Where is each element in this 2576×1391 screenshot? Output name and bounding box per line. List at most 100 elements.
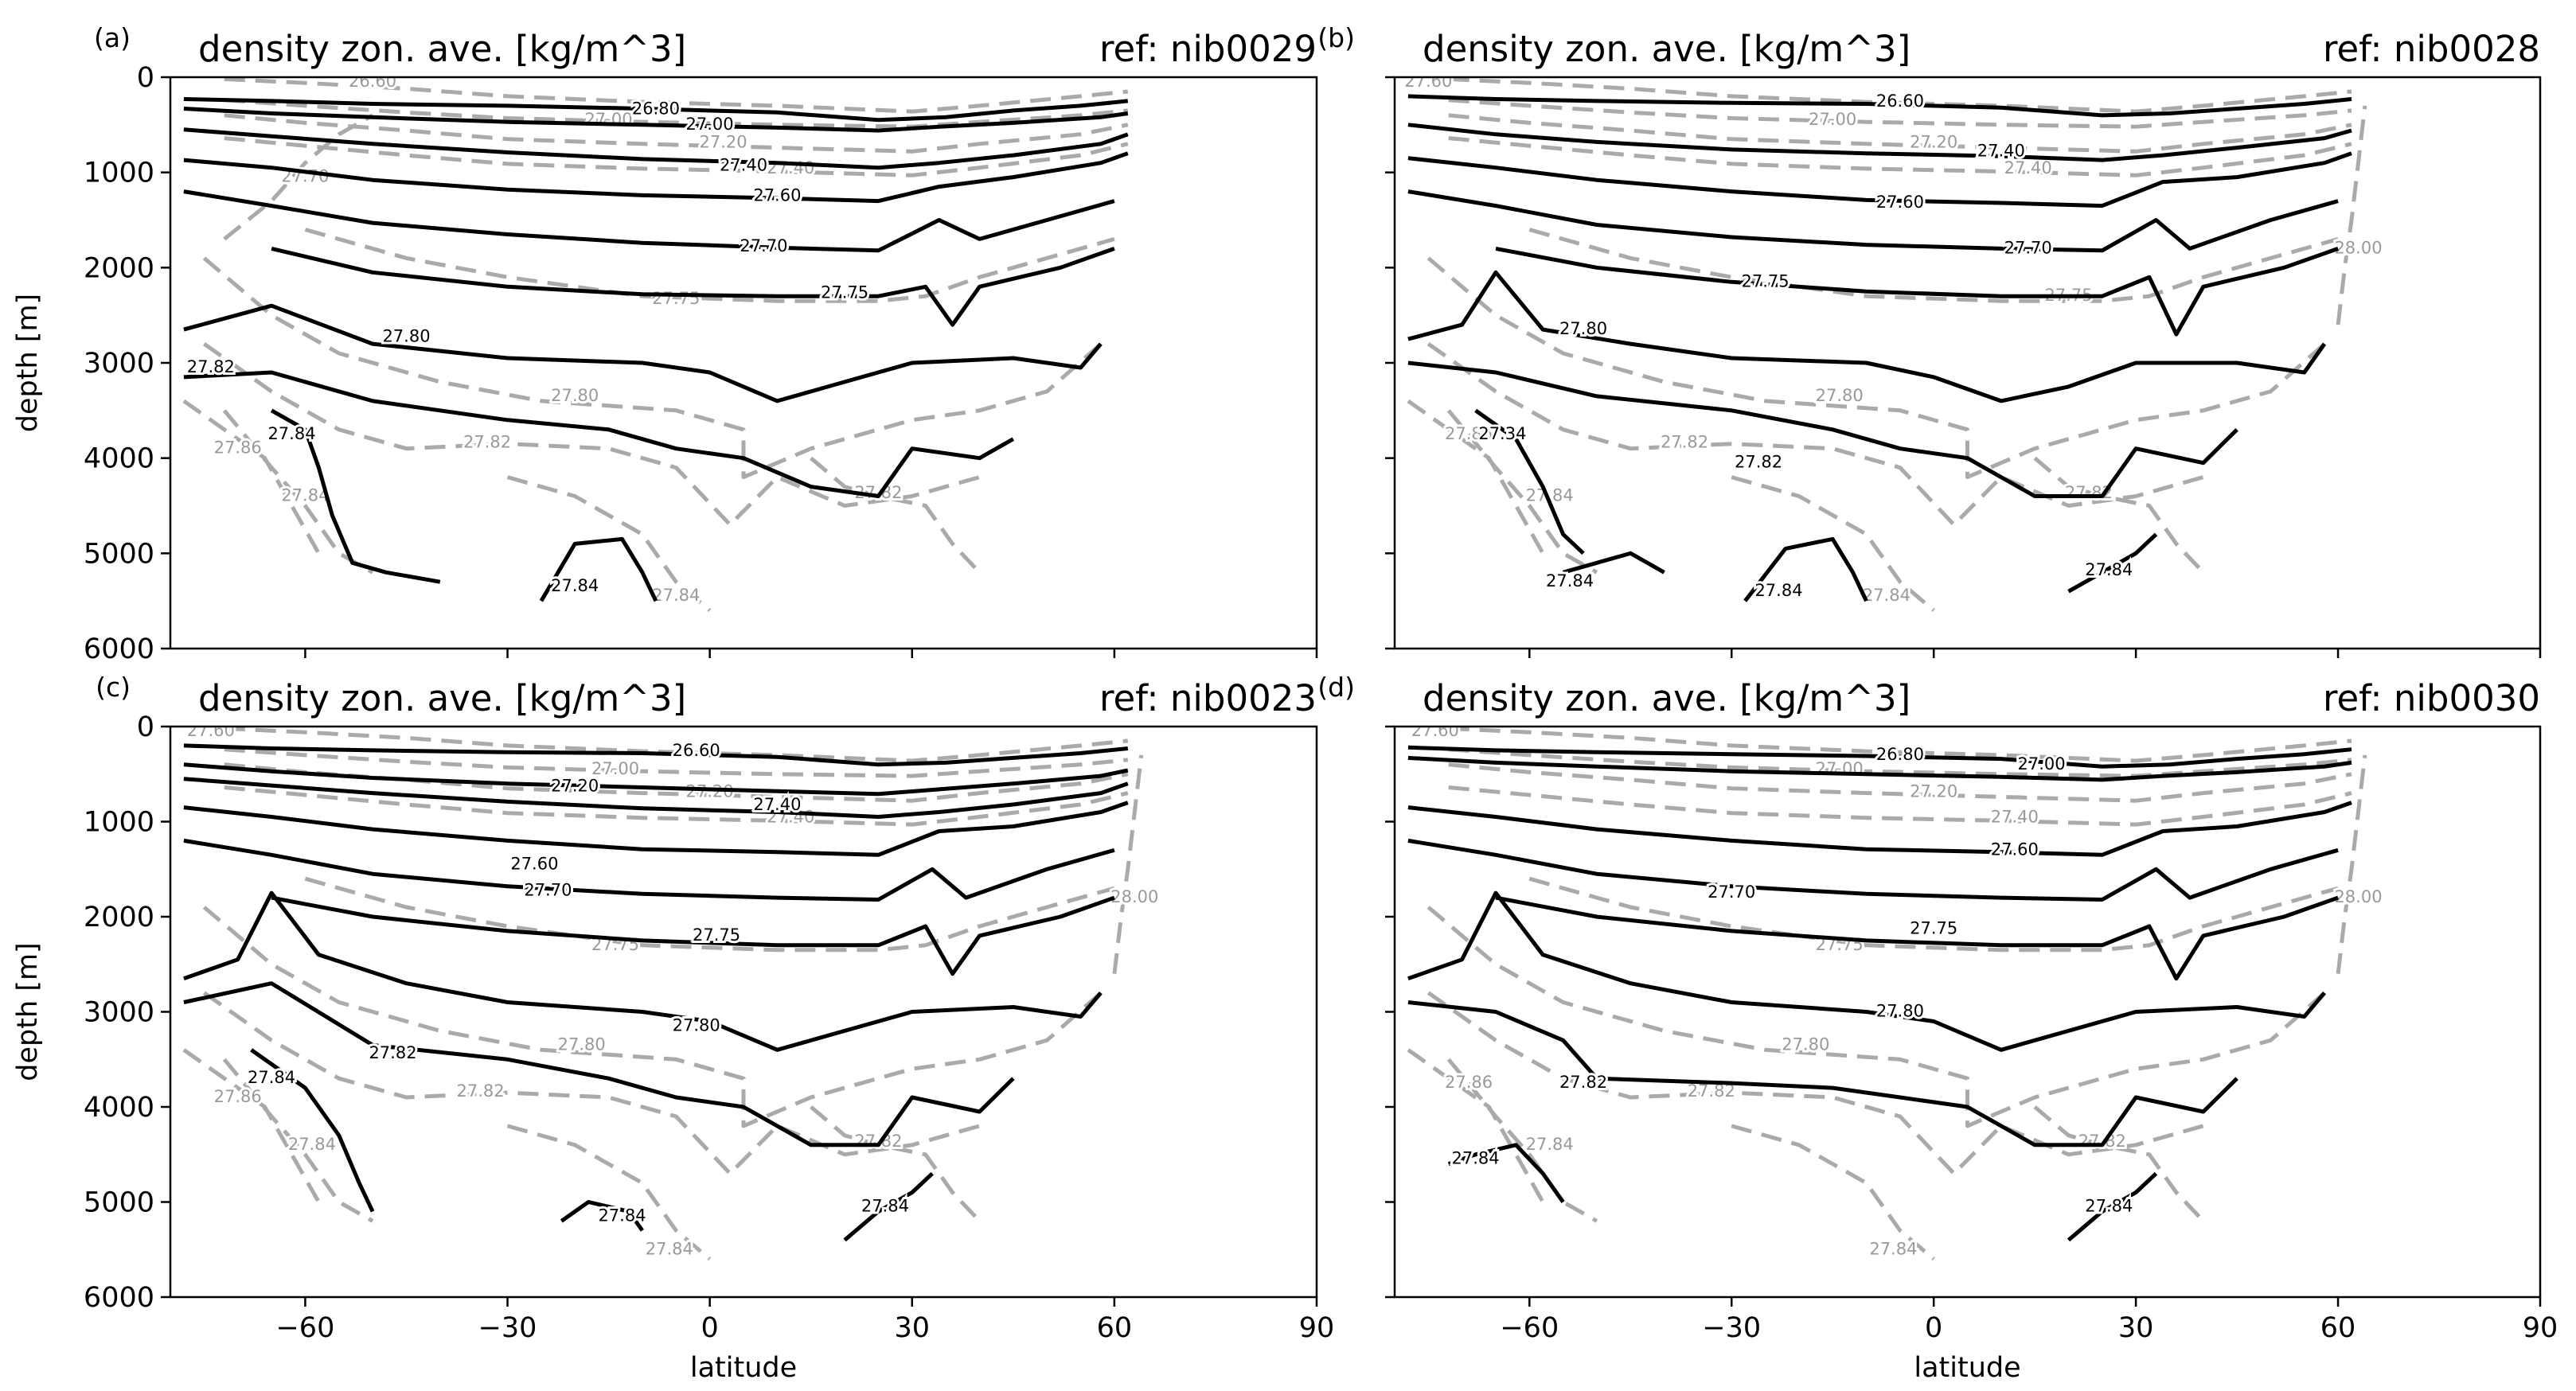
black-contour-label: 27.60 xyxy=(1876,193,1924,212)
gray-contour-10 xyxy=(1731,1124,1935,1261)
gray-contour-label: 27.20 xyxy=(700,133,747,152)
panel-label: (a) xyxy=(94,22,131,53)
black-contour-3 xyxy=(183,127,1129,170)
gray-contour-4 xyxy=(1448,136,2352,177)
x-tick-label: 90 xyxy=(2523,1312,2558,1344)
panel-4: 27.60 27.00 27.20 27.40 27.75 27.80 27.82 27.82… xyxy=(1317,672,2558,1384)
black-contour-9 xyxy=(270,408,441,584)
gray-contour-6 xyxy=(202,906,1103,1128)
gray-contour-label: 27.40 xyxy=(1991,808,2039,827)
panel-title: density zon. ave. [kg/m^3] xyxy=(1423,677,1911,719)
black-contour-2 xyxy=(183,762,1129,797)
black-contour-5 xyxy=(1495,895,2339,981)
black-contour-label: 26.60 xyxy=(1876,92,1924,111)
gray-contour-4 xyxy=(224,785,1129,827)
x-tick-label: 60 xyxy=(2320,1312,2356,1344)
x-tick-label: 0 xyxy=(1925,1312,1942,1344)
black-contour-3 xyxy=(1407,801,2352,857)
gray-contour-12 xyxy=(2336,754,2367,974)
black-contour-8 xyxy=(183,370,1015,498)
black-contour-label: 26.80 xyxy=(632,99,680,119)
black-contour-6 xyxy=(1407,890,2327,1052)
black-contour-label: 27.84 xyxy=(1452,1149,1500,1168)
gray-contour-7 xyxy=(202,256,1103,480)
gray-contour-label: 27.84 xyxy=(1863,586,1911,605)
gray-contour-11 xyxy=(1407,399,1545,555)
black-contour-11 xyxy=(2067,532,2158,594)
gray-contour-6 xyxy=(1427,256,2326,480)
plot-area: 27.60 27.00 27.20 27.40 27.75 27.80 27.82 27.82… xyxy=(1407,721,2385,1261)
gray-contour-9 xyxy=(222,1058,374,1223)
black-contour-2 xyxy=(1407,123,2352,162)
y-axis-label: depth [m] xyxy=(12,942,44,1081)
gray-contour-6 xyxy=(1427,906,2326,1128)
gray-contour-2 xyxy=(224,747,1129,778)
gray-contour-label: 27.80 xyxy=(551,386,599,405)
gray-contour-11 xyxy=(182,1048,321,1203)
y-axis-label: depth [m] xyxy=(12,294,44,432)
y-tick-label: 0 xyxy=(137,62,154,94)
y-tick-label: 2000 xyxy=(84,902,154,933)
panel-reference: ref: nib0030 xyxy=(2323,677,2540,719)
gray-contour-label: 27.80 xyxy=(558,1034,606,1054)
black-contour-label: 27.00 xyxy=(686,115,734,134)
black-contour-label: 27.80 xyxy=(382,327,430,346)
black-contour-7 xyxy=(183,890,1103,1052)
black-contour-label: 27.84 xyxy=(598,1206,646,1225)
gray-contour-label: 27.00 xyxy=(1809,110,1856,129)
gray-contour-2 xyxy=(1448,98,2352,129)
black-contour-5 xyxy=(183,189,1115,253)
black-contour-2 xyxy=(183,107,1129,133)
panel-1: 26.6027.0027.2027.4027.7027.7527.8027.82… xyxy=(12,22,1318,665)
gray-contour-label: 27.82 xyxy=(2078,1132,2126,1151)
panel-reference: ref: nib0028 xyxy=(2323,28,2540,70)
gray-contour-12 xyxy=(2336,105,2367,325)
gray-contour-label: 27.86 xyxy=(1445,424,1493,443)
gray-contour-label: 27.82 xyxy=(1661,433,1708,452)
black-contour-2 xyxy=(1407,755,2352,782)
gray-contour-2 xyxy=(1448,747,2352,778)
gray-contour-10 xyxy=(506,1124,712,1261)
axes-frame xyxy=(1393,725,2542,1299)
gray-contour-6 xyxy=(304,228,1115,303)
black-contour-3 xyxy=(1407,151,2352,208)
black-contour-label: 27.70 xyxy=(2004,238,2052,257)
black-contour-label: 27.84 xyxy=(2085,560,2133,579)
black-contour-9 xyxy=(250,1048,375,1213)
black-contour-5 xyxy=(1495,246,2339,337)
black-contour-label: 27.80 xyxy=(1559,319,1607,338)
black-contour-8 xyxy=(1474,408,1585,555)
black-contour-label: 27.82 xyxy=(369,1043,416,1062)
black-contour-5 xyxy=(183,838,1115,902)
black-contour-label: 27.70 xyxy=(1708,883,1755,902)
gray-contour-label: 28.00 xyxy=(2334,887,2382,906)
black-contour-label: 27.70 xyxy=(524,881,572,900)
gray-contour-label: 27.82 xyxy=(463,433,511,452)
x-tick-label: 0 xyxy=(701,1312,719,1344)
gray-contour-4 xyxy=(1448,785,2352,827)
gray-contour-11 xyxy=(1407,1048,1545,1203)
gray-contour-label: 27.84 xyxy=(288,1135,336,1154)
black-contour-4 xyxy=(183,801,1129,857)
y-tick-label: 4000 xyxy=(84,443,154,475)
gray-contour-12 xyxy=(1112,754,1144,974)
gray-contour-label: 27.60 xyxy=(1411,721,1459,740)
black-contour-9 xyxy=(2067,1171,2158,1242)
black-contour-label: 27.84 xyxy=(1546,571,1594,590)
gray-contour-label: 27.60 xyxy=(1404,72,1452,91)
gray-contour-label: 28.00 xyxy=(2334,238,2382,257)
black-contour-label: 27.40 xyxy=(1977,141,2025,160)
panel-2: 27.60 27.00 27.20 27.40 27.75 27.80 27.82 27.82… xyxy=(1317,22,2542,658)
black-contour-7 xyxy=(1407,360,2238,498)
black-contour-label: 27.80 xyxy=(1876,1002,1924,1021)
gray-contour-label: 27.84 xyxy=(1526,1135,1574,1154)
gray-contour-label: 28.00 xyxy=(1110,887,1158,906)
black-contour-label: 27.80 xyxy=(673,1015,720,1034)
black-contour-10 xyxy=(560,1200,644,1232)
gray-contour-7 xyxy=(1427,342,2204,527)
gray-contour-label: 27.00 xyxy=(585,110,633,129)
gray-contour-8 xyxy=(202,342,981,527)
black-contour-label: 27.84 xyxy=(267,424,315,443)
gray-contour-10 xyxy=(1731,475,1935,613)
